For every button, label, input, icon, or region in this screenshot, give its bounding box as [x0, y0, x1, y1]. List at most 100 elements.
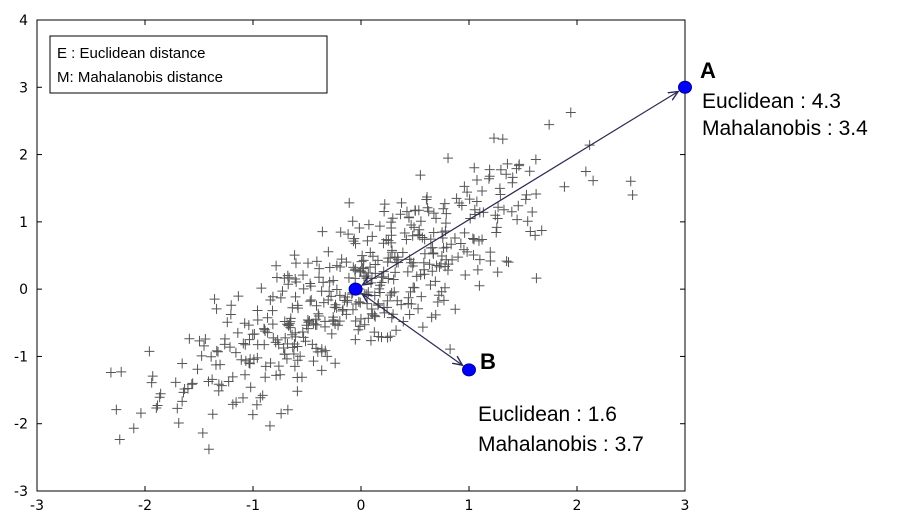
- scatter-point: [289, 250, 300, 261]
- distance-arrow-A: [362, 91, 678, 284]
- y-tick-label: 1: [19, 215, 28, 231]
- scatter-point: [292, 300, 303, 311]
- scatter-point: [116, 366, 127, 377]
- scatter-point: [290, 291, 301, 302]
- scatter-point: [105, 367, 116, 378]
- y-tick-label: -1: [14, 349, 28, 365]
- y-axis: -3 -2 -1 0 1 2 3 4: [14, 13, 685, 500]
- scatter-point: [292, 341, 303, 352]
- scatter-point: [330, 318, 341, 329]
- scatter-point: [239, 318, 250, 329]
- scatter-point: [200, 334, 211, 345]
- scatter-point: [111, 404, 122, 415]
- point-b-euclidean: Euclidean : 1.6: [478, 403, 617, 426]
- scatter-point: [297, 326, 308, 337]
- scatter-point: [273, 361, 284, 372]
- scatter-point: [295, 351, 306, 362]
- scatter-point: [323, 295, 334, 306]
- scatter-point: [206, 351, 217, 362]
- scatter-point: [350, 316, 361, 327]
- point-a-label: A: [700, 58, 716, 83]
- y-tick-label: 4: [19, 13, 28, 29]
- point-a-mahalanobis: Mahalanobis : 3.4: [702, 117, 868, 140]
- scatter-point: [186, 379, 197, 390]
- scatter-point: [277, 286, 288, 297]
- scatter-point: [252, 352, 263, 363]
- scatter-point: [282, 404, 293, 415]
- scatter-point: [258, 323, 269, 334]
- scatter-point: [196, 350, 207, 361]
- scatter-point: [272, 334, 283, 345]
- scatter-point: [146, 377, 157, 388]
- scatter-point: [211, 345, 222, 356]
- x-tick-label: 3: [681, 498, 690, 514]
- point-A: [678, 80, 692, 94]
- scatter-point: [271, 272, 282, 283]
- scatter-point: [329, 302, 340, 313]
- x-tick-label: -1: [246, 498, 260, 514]
- scatter-point: [197, 427, 208, 438]
- scatter-point: [334, 290, 345, 301]
- scatter-point: [276, 408, 287, 419]
- scatter-point: [260, 326, 271, 337]
- scatter-point: [328, 315, 339, 326]
- annotation-b: B Euclidean : 1.6 Mahalanobis : 3.7: [478, 349, 644, 456]
- scatter-point: [283, 279, 294, 290]
- x-tick-label: 0: [357, 498, 366, 514]
- scatter-point: [240, 339, 251, 350]
- scatter-point: [223, 376, 234, 387]
- scatter-point: [172, 403, 183, 414]
- scatter-point: [213, 379, 224, 390]
- scatter-point: [184, 333, 195, 344]
- scatter-point: [238, 338, 249, 349]
- scatter-point: [290, 258, 301, 269]
- scatter-point: [341, 309, 352, 320]
- scatter-point: [284, 318, 295, 329]
- scatter-point: [302, 258, 313, 269]
- scatter-point: [240, 369, 251, 380]
- scatter-point: [324, 276, 335, 287]
- scatter-point: [271, 370, 282, 381]
- y-tick-label: -2: [14, 417, 28, 433]
- scatter-point: [292, 355, 303, 366]
- scatter-point: [192, 364, 203, 375]
- scatter-point: [247, 409, 258, 420]
- scatter-point: [275, 292, 286, 303]
- scatter-point: [311, 300, 322, 311]
- scatter-point: [147, 371, 158, 382]
- scatter-point: [336, 254, 347, 265]
- scatter-point: [225, 309, 236, 320]
- scatter-point: [144, 346, 155, 357]
- scatter-point: [335, 227, 346, 238]
- scatter-point: [114, 434, 125, 445]
- scatter-point: [273, 339, 284, 350]
- scatter-point: [265, 357, 276, 368]
- scatter-point: [292, 372, 303, 383]
- scatter-point: [284, 272, 295, 283]
- scatter-point: [313, 310, 324, 321]
- scatter-point: [343, 229, 354, 240]
- scatter-point: [255, 392, 266, 403]
- legend-box: [49, 35, 328, 94]
- scatter-point: [287, 302, 298, 313]
- scatter-point: [257, 390, 268, 401]
- scatter-point: [219, 339, 230, 350]
- scatter-point: [252, 339, 263, 350]
- scatter-point: [305, 296, 316, 307]
- scatter-point: [260, 372, 271, 383]
- scatter-point: [207, 374, 218, 385]
- scatter-point: [236, 354, 247, 365]
- scatter-point: [350, 238, 361, 249]
- scatter-point: [316, 365, 327, 376]
- scatter-point: [194, 335, 205, 346]
- scatter-point: [323, 246, 334, 257]
- scatter-point: [320, 321, 331, 332]
- scatter-point: [271, 260, 282, 271]
- scatter-point: [331, 260, 342, 271]
- highlighted-points: [348, 80, 692, 377]
- y-tick-label: 0: [19, 282, 28, 298]
- scatter-point: [252, 305, 263, 316]
- scatter-point: [251, 399, 262, 410]
- scatter-point: [316, 346, 327, 357]
